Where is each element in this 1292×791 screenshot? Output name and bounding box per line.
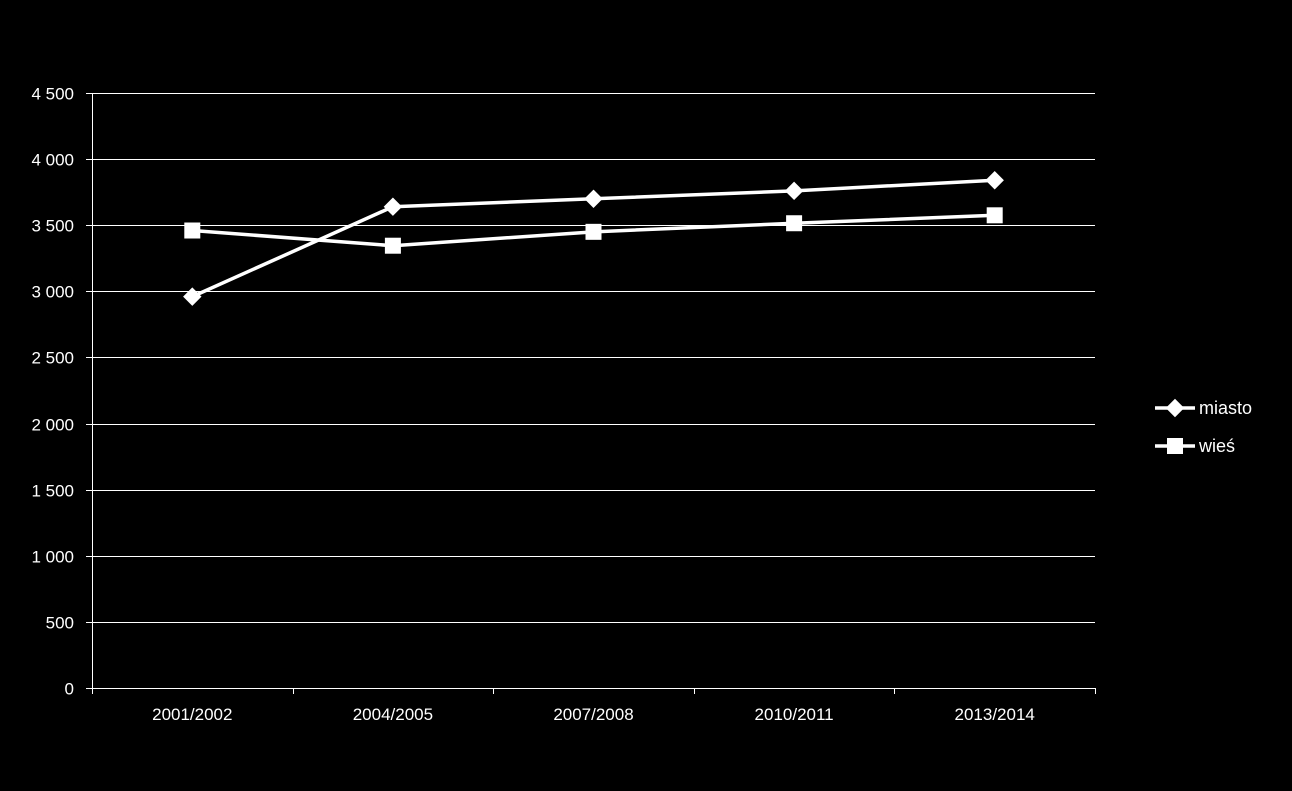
legend: miasto wieś bbox=[1155, 398, 1252, 456]
data-point bbox=[384, 237, 401, 254]
y-tick-label: 3 500 bbox=[31, 217, 74, 236]
series-square bbox=[184, 207, 1003, 254]
legend-marker bbox=[1167, 438, 1183, 454]
data-point bbox=[784, 181, 804, 201]
legend-label: miasto bbox=[1199, 398, 1252, 418]
data-point bbox=[184, 222, 201, 239]
x-tick-label: 2007/2008 bbox=[553, 705, 633, 724]
data-point bbox=[584, 189, 603, 208]
data-point bbox=[183, 287, 202, 306]
y-tick-label: 3 000 bbox=[31, 283, 74, 302]
x-tick-label: 2013/2014 bbox=[955, 705, 1035, 724]
x-tick-label: 2010/2011 bbox=[755, 705, 834, 724]
data-point bbox=[985, 171, 1004, 190]
x-tick-label: 2001/2002 bbox=[152, 705, 232, 724]
data-point bbox=[986, 207, 1003, 224]
data-point bbox=[585, 223, 602, 240]
y-tick-label: 2 500 bbox=[31, 349, 74, 368]
y-tick-label: 500 bbox=[46, 614, 74, 633]
x-tick-label: 2004/2005 bbox=[353, 705, 433, 724]
y-tick-label: 0 bbox=[65, 680, 74, 699]
gridlines bbox=[92, 93, 1095, 623]
y-axis-tick-labels: 0 500 1 000 1 500 2 000 2 500 3 000 3 500 4 000 4… bbox=[31, 85, 92, 699]
legend-item: miasto bbox=[1155, 398, 1252, 418]
y-tick-label: 4 500 bbox=[31, 85, 74, 104]
legend-marker bbox=[1165, 398, 1185, 418]
legend-item: wieś bbox=[1155, 436, 1235, 456]
data-point bbox=[786, 215, 803, 232]
x-axis: 2001/2002 2004/2005 2007/2008 2010/2011 2013… bbox=[92, 93, 1096, 724]
series-layer bbox=[183, 171, 1004, 306]
series-diamond bbox=[183, 171, 1004, 306]
y-tick-label: 1 000 bbox=[31, 548, 74, 567]
y-tick-label: 2 000 bbox=[31, 416, 74, 435]
data-point bbox=[383, 197, 403, 216]
y-tick-label: 4 000 bbox=[31, 151, 74, 170]
legend-label: wieś bbox=[1198, 436, 1235, 456]
y-tick-label: 1 500 bbox=[31, 482, 74, 501]
